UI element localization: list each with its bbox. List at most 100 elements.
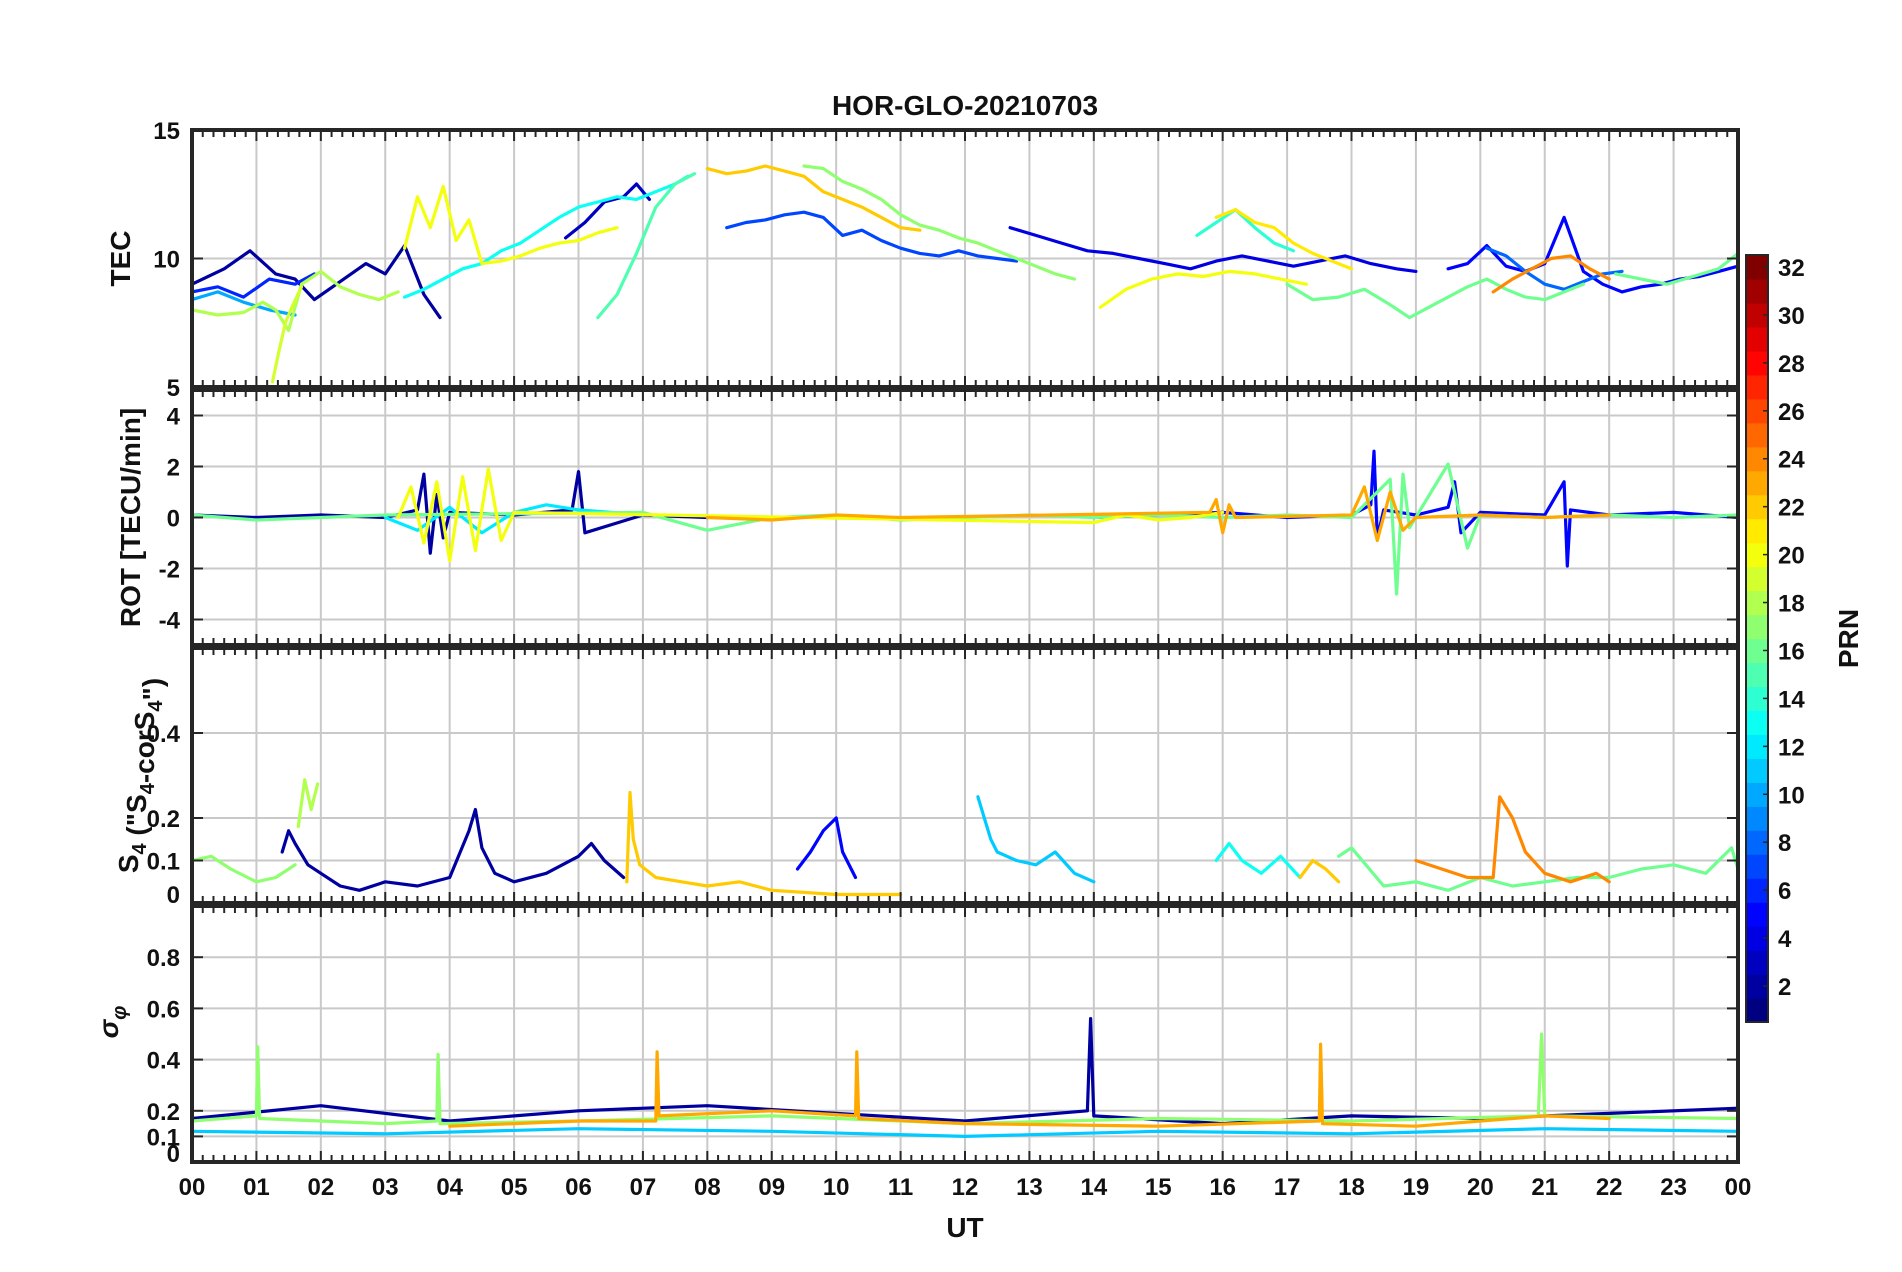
colorbar-frame: [1745, 254, 1769, 1023]
series-line-prn-3: [563, 182, 652, 240]
series-line-prn-11: [976, 795, 1096, 884]
series-group: [192, 1016, 1738, 1139]
colorbar-segment: [1746, 374, 1768, 400]
series-line-prn-13: [403, 174, 690, 299]
x-axis-label: UT: [946, 1212, 983, 1243]
colorbar-segment: [1746, 974, 1768, 999]
series-line-prn-2: [280, 807, 626, 892]
colorbar-tick-label: 28: [1778, 351, 1805, 378]
series-line-prn-20: [1098, 269, 1309, 309]
colorbar-segment: [1746, 350, 1768, 376]
x-tick-label: 19: [1403, 1174, 1430, 1201]
series-line-prn-23: [448, 1042, 1611, 1128]
x-tick-label: 09: [758, 1174, 785, 1201]
x-tick-label: 13: [1016, 1174, 1043, 1201]
x-tick-label: 02: [307, 1174, 334, 1201]
panel-frame: [190, 128, 1740, 389]
x-tick-label: 03: [372, 1174, 399, 1201]
colorbar-segment: [1746, 758, 1768, 783]
colorbar-tick-label: 30: [1778, 303, 1805, 330]
series-line-prn-2: [192, 244, 442, 320]
series-line-prn-4: [1008, 226, 1418, 273]
x-tick-label: 04: [436, 1174, 463, 1201]
x-tick-label: 00: [1725, 1174, 1752, 1201]
colorbar-segment: [1746, 590, 1768, 616]
series-line-prn-18: [296, 778, 320, 829]
x-tick-label: 17: [1274, 1174, 1301, 1201]
colorbar-label: PRN: [1833, 609, 1864, 668]
colorbar-segment: [1746, 878, 1768, 903]
colorbar-segment: [1746, 614, 1768, 640]
y-tick-label: 0: [167, 882, 180, 909]
y-tick-label: 0: [167, 1141, 180, 1168]
chart-title: HOR-GLO-20210703: [832, 90, 1098, 121]
x-tick-label: 08: [694, 1174, 721, 1201]
colorbar-tick-label: 6: [1778, 878, 1791, 905]
colorbar-tick-label: 16: [1778, 639, 1805, 666]
y-tick-label: 0.2: [147, 1099, 180, 1126]
series-line-prn-16: [1336, 846, 1738, 892]
series-line-prn-13: [1214, 841, 1302, 880]
y-tick-label: -4: [159, 608, 181, 635]
panel-s4: 0 0.1 0.2 0.4S4 ("S4-corS4"): [113, 646, 1740, 909]
colorbar-tick-label: 8: [1778, 830, 1791, 857]
colorbar-segment: [1746, 662, 1768, 688]
x-tick-label: 21: [1531, 1174, 1558, 1201]
series-group: [192, 164, 1738, 384]
colorbar-segment: [1746, 518, 1768, 544]
series-line-prn-14: [1195, 208, 1296, 253]
series-line-prn-16: [1613, 251, 1738, 286]
series-line-prn-16: [192, 462, 1738, 596]
colorbar-segment: [1746, 806, 1768, 831]
y-axis-label: S4 ("S4-corS4"): [113, 678, 168, 873]
x-tick-label: 15: [1145, 1174, 1172, 1201]
colorbar-segment: [1746, 734, 1768, 759]
series-line-prn-21: [1214, 208, 1354, 271]
x-tick-label: 10: [823, 1174, 850, 1201]
series-line-prn-23: [705, 485, 1611, 543]
colorbar-segment: [1746, 326, 1768, 352]
panel-frame: [190, 904, 1740, 1164]
colorbar-segment: [1746, 398, 1768, 424]
x-tick-label: 06: [565, 1174, 592, 1201]
x-tick-label: 16: [1209, 1174, 1236, 1201]
colorbar-tick-label: 4: [1778, 926, 1792, 953]
series-line-prn-20: [403, 184, 619, 266]
series-line-prn-24: [1491, 254, 1611, 294]
series-line-prn-7: [725, 210, 1019, 263]
y-tick-label: 0.1: [147, 849, 180, 876]
series-line-prn-5: [795, 816, 858, 880]
colorbar-segment: [1746, 830, 1768, 855]
y-axis-label: TEC: [105, 231, 136, 287]
colorbar-segment: [1746, 446, 1768, 472]
panel-frame: [190, 646, 1740, 905]
x-tick-label: 22: [1596, 1174, 1623, 1201]
y-tick-label: 2: [167, 455, 180, 482]
series-line-prn-22: [625, 790, 903, 897]
colorbar-segment: [1746, 566, 1768, 592]
x-tick-label: 07: [630, 1174, 657, 1201]
series-line-prn-11: [192, 1127, 1738, 1139]
series-line-prn-6: [192, 272, 316, 299]
colorbar-segment: [1746, 255, 1768, 280]
x-tick-label: 11: [888, 1174, 913, 1201]
x-tick-label: 18: [1338, 1174, 1365, 1201]
colorbar-segment: [1746, 902, 1768, 927]
colorbar-segment: [1746, 302, 1768, 328]
series-line-prn-24: [1414, 795, 1611, 884]
x-tick-labels: 00 01 02 03 04 05 06 07 08 09 10 11 12 13 14 15 16 17 18 19…: [179, 1174, 1752, 1201]
panel-tec: 5 10 15 TEC: [105, 118, 1740, 402]
y-tick-label: 10: [153, 247, 180, 274]
panel-rot: -4 -2 0 2 4 ROT [TECU/min]: [115, 388, 1740, 647]
x-tick-label: 12: [952, 1174, 979, 1201]
series-line-prn-19: [270, 285, 304, 384]
series-group: [192, 778, 1738, 897]
colorbar-segment: [1746, 470, 1768, 496]
series-line-prn-18: [192, 269, 400, 333]
colorbar-segment: [1746, 494, 1768, 520]
colorbar-segment: [1746, 686, 1768, 712]
y-tick-label: -2: [159, 557, 180, 584]
y-tick-label: 0.1: [147, 1124, 180, 1151]
y-tick-label: 0.4: [147, 721, 181, 748]
